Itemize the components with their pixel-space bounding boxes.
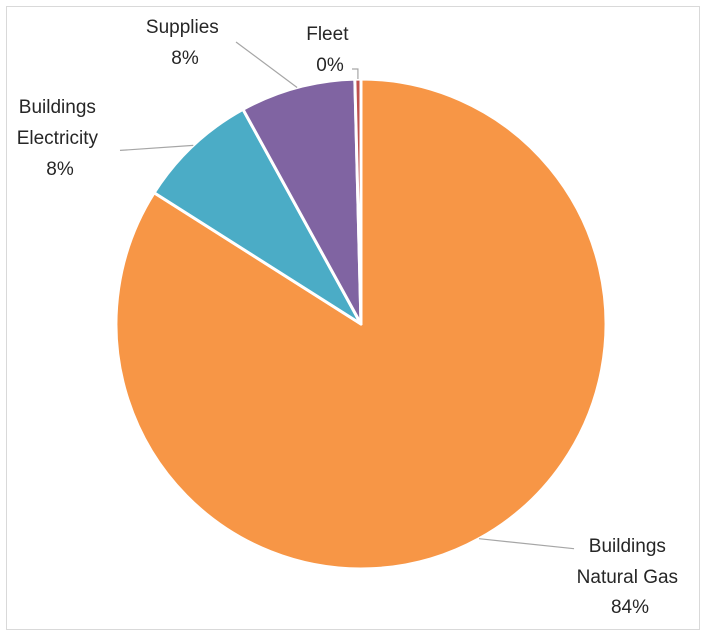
leader-lines: [119, 41, 575, 550]
pie-slice-fleet: [353, 77, 363, 326]
label-fleet-line1: Fleet: [306, 24, 349, 45]
pie-slice-buildings-electricity: [152, 107, 363, 326]
label-buildings-electricity-percent: 8%: [46, 159, 74, 180]
label-supplies-percent: 8%: [171, 48, 199, 69]
pie-slice-supplies: [241, 77, 363, 326]
data-labels: Buildings Natural Gas 84% Buildings Elec…: [17, 17, 684, 618]
label-supplies-line1: Supplies: [146, 17, 219, 38]
label-buildings-natural-gas-line1: Buildings: [589, 536, 666, 557]
pie-slices: [114, 77, 608, 571]
label-buildings-electricity: Buildings Electricity 8%: [17, 97, 104, 180]
label-supplies: Supplies 8%: [146, 17, 224, 69]
label-buildings-natural-gas-line2: Natural Gas: [577, 567, 678, 588]
leader-line-fleet: [352, 68, 359, 80]
label-buildings-natural-gas: Buildings Natural Gas 84%: [577, 536, 684, 618]
label-buildings-electricity-line1: Buildings: [19, 97, 96, 118]
label-fleet-percent: 0%: [316, 55, 344, 76]
leader-line-supplies: [235, 41, 298, 88]
label-fleet: Fleet 0%: [306, 24, 354, 76]
label-buildings-electricity-line2: Electricity: [17, 128, 99, 149]
label-buildings-natural-gas-percent: 84%: [611, 597, 649, 618]
leader-line-buildings-natural-gas: [478, 538, 575, 550]
leader-line-buildings-electricity: [119, 144, 194, 152]
